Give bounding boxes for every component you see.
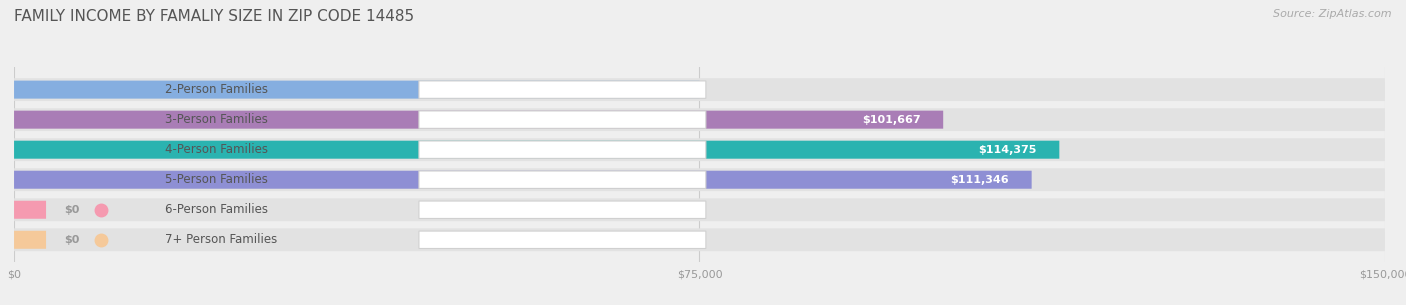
- Text: 4-Person Families: 4-Person Families: [165, 143, 269, 156]
- FancyBboxPatch shape: [419, 81, 706, 98]
- FancyBboxPatch shape: [419, 201, 706, 218]
- FancyBboxPatch shape: [14, 168, 1385, 191]
- FancyBboxPatch shape: [14, 171, 1032, 189]
- Text: 3-Person Families: 3-Person Families: [165, 113, 267, 126]
- FancyBboxPatch shape: [14, 141, 1059, 159]
- FancyBboxPatch shape: [419, 171, 706, 188]
- FancyBboxPatch shape: [14, 138, 1385, 161]
- FancyBboxPatch shape: [14, 228, 1385, 251]
- Text: $0: $0: [65, 205, 80, 215]
- Text: $0: $0: [65, 235, 80, 245]
- FancyBboxPatch shape: [14, 108, 1385, 131]
- FancyBboxPatch shape: [14, 78, 1385, 101]
- Text: $111,346: $111,346: [950, 175, 1008, 185]
- Text: FAMILY INCOME BY FAMALIY SIZE IN ZIP CODE 14485: FAMILY INCOME BY FAMALIY SIZE IN ZIP COD…: [14, 9, 415, 24]
- FancyBboxPatch shape: [14, 201, 46, 219]
- Text: 2-Person Families: 2-Person Families: [165, 83, 269, 96]
- Text: $101,667: $101,667: [862, 115, 921, 125]
- Text: 5-Person Families: 5-Person Families: [165, 173, 267, 186]
- FancyBboxPatch shape: [14, 198, 1385, 221]
- FancyBboxPatch shape: [14, 231, 46, 249]
- FancyBboxPatch shape: [14, 111, 943, 129]
- Text: 7+ Person Families: 7+ Person Families: [165, 233, 277, 246]
- Text: Source: ZipAtlas.com: Source: ZipAtlas.com: [1274, 9, 1392, 19]
- FancyBboxPatch shape: [419, 231, 706, 249]
- FancyBboxPatch shape: [419, 111, 706, 128]
- Text: $114,375: $114,375: [979, 145, 1036, 155]
- Text: $75,000: $75,000: [627, 84, 676, 95]
- FancyBboxPatch shape: [419, 141, 706, 158]
- Text: 6-Person Families: 6-Person Families: [165, 203, 269, 216]
- FancyBboxPatch shape: [14, 81, 700, 99]
